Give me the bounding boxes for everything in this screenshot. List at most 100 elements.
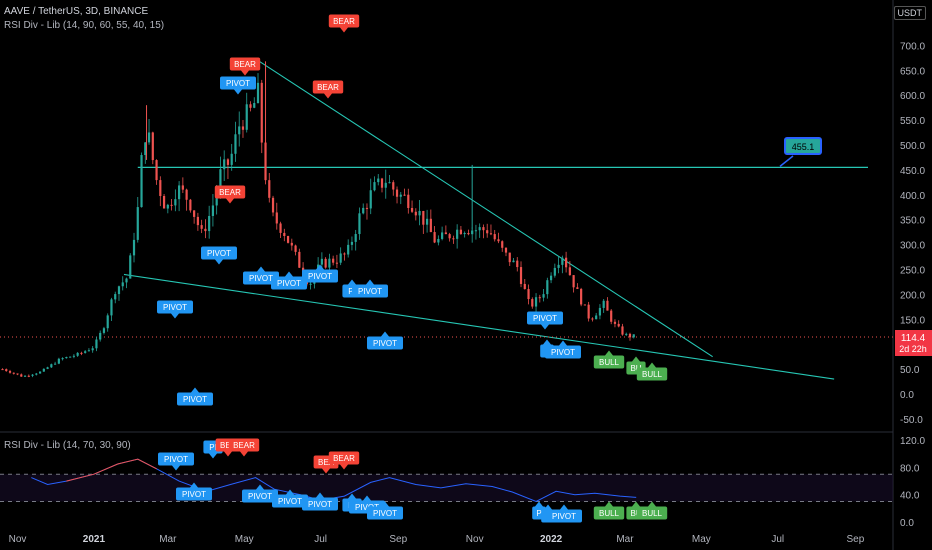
signal-label-pivot-13-box [527, 311, 563, 325]
signal-label-pivot-16: PIVOT [177, 387, 213, 406]
candle-body [50, 364, 53, 368]
candle-body [155, 160, 158, 181]
resistance-callout-text: 455.1 [792, 142, 815, 152]
price-tick-label: 550.0 [900, 116, 925, 127]
candle-body [441, 232, 444, 239]
rsi-signal-label-pivot-6-text: PIVOT [182, 490, 206, 499]
price-tick-label: 300.0 [900, 241, 925, 252]
signal-label-bear-1-arrow [241, 70, 249, 76]
candle-body [508, 252, 511, 263]
rsi-legend[interactable]: RSI Div - Lib (14, 70, 30, 90) [4, 440, 131, 451]
candle-body [512, 260, 515, 263]
candle-body [576, 287, 579, 289]
candle-body [632, 334, 635, 338]
candle-body [159, 180, 162, 196]
candle-body [459, 229, 463, 235]
rsi-signal-label-pivot-11-arrow [363, 495, 371, 501]
signal-label-bear-0-text: BEAR [333, 17, 355, 26]
candle-body [253, 103, 256, 108]
candle-body [380, 178, 384, 188]
rsi-signal-label-pivot-12-arrow [381, 501, 389, 507]
candle-body [350, 241, 354, 245]
candle-body [467, 232, 470, 235]
candle-body [587, 304, 590, 319]
signal-label-bull-19-box [636, 367, 668, 381]
candle-body [489, 233, 493, 235]
candle-body [46, 367, 49, 369]
candle-body [31, 374, 34, 376]
symbol-legend[interactable]: AAVE / TetherUS, 3D, BINANCE [4, 6, 149, 17]
candle-body [271, 197, 275, 213]
candle-body [211, 205, 215, 216]
rsi-signal-label-pivot-11-text: PIVOT [355, 503, 379, 512]
candle-body [591, 318, 594, 320]
signal-label-bull-19: BULL [636, 362, 668, 381]
rsi-band [0, 474, 893, 502]
candle-body [504, 247, 508, 253]
signal-label-pivot-11: PIVOT [352, 279, 388, 298]
candle-body [486, 230, 489, 234]
candle-body [185, 189, 188, 200]
rsi-signal-label-pivot-9-text: PIVOT [308, 500, 332, 509]
signal-label-pivot-6-box [157, 300, 193, 314]
candle-body [208, 215, 211, 232]
candle-body [403, 194, 406, 196]
time-tick-label: Sep [389, 534, 407, 545]
candle-body [388, 182, 391, 184]
price-tick-label: 500.0 [900, 141, 925, 152]
candle-body [166, 204, 169, 209]
signal-label-pivot-13-arrow [541, 324, 549, 330]
rsi-divergence-segment [66, 458, 157, 482]
signal-label-pivot-7-arrow [257, 266, 265, 272]
rsi-signal-label-pivot-15: PIVOT [546, 504, 582, 523]
rsi-signal-label-pivot-15-box [546, 509, 582, 523]
candle-body [140, 155, 143, 208]
rsi-tick-label: 40.0 [900, 491, 920, 502]
candle-body [27, 375, 30, 377]
candle-body [628, 333, 632, 338]
rsi-signal-label-pivot-7-arrow [256, 484, 264, 490]
last-price-countdown: 2d 22h [899, 344, 927, 354]
rsi-signal-label-bear-3-arrow [240, 451, 248, 457]
signal-label-bear-1-box [229, 57, 261, 71]
candle-body [80, 352, 83, 354]
candle-body [610, 310, 613, 322]
rsi-signal-label-pivot-15-arrow [560, 504, 568, 510]
signal-label-pivot-12: PIVOT [367, 331, 403, 350]
signal-label-bear-4-text: BEAR [219, 188, 241, 197]
candle-body [193, 210, 196, 217]
rsi-signal-label-bull-18: BULL [636, 501, 668, 520]
signal-label-p-14-arrow [543, 339, 551, 345]
candle-body [497, 239, 500, 242]
rsi-signal-label-bull-18-box [636, 506, 668, 520]
candle-body [125, 278, 128, 283]
signal-label-pivot-9-box [302, 269, 338, 283]
currency-badge[interactable]: USDT [893, 6, 926, 20]
signal-label-bear-0-box [328, 14, 360, 28]
rsi-signal-label-p-13-arrow [535, 501, 543, 507]
candle-body [602, 300, 605, 308]
candle-body [456, 229, 459, 239]
rsi-signal-label-bear-5-text: BEAR [333, 454, 355, 463]
signal-label-pivot-7-box [243, 271, 279, 285]
candle-body [84, 351, 87, 353]
time-tick-label: Mar [159, 534, 177, 545]
candle-body [565, 257, 568, 268]
candle-body [399, 194, 402, 197]
time-tick-label: Jul [771, 534, 784, 545]
candle-body [332, 258, 335, 263]
candle-body [286, 236, 290, 243]
candle-body [147, 132, 151, 143]
candle-body [478, 227, 481, 231]
price-tick-label: 400.0 [900, 191, 925, 202]
signal-label-bu-18-text: BU [630, 364, 641, 373]
candle-body [448, 234, 451, 239]
candle-body [365, 207, 369, 209]
signal-label-pi-10-arrow [348, 279, 356, 285]
signal-label-pivot-7-text: PIVOT [249, 274, 273, 283]
candle-body [72, 355, 75, 357]
indicator-legend[interactable]: RSI Div - Lib (14, 90, 60, 55, 40, 15) [4, 20, 165, 31]
candle-body [482, 227, 485, 231]
price-tick-label: 350.0 [900, 216, 925, 227]
